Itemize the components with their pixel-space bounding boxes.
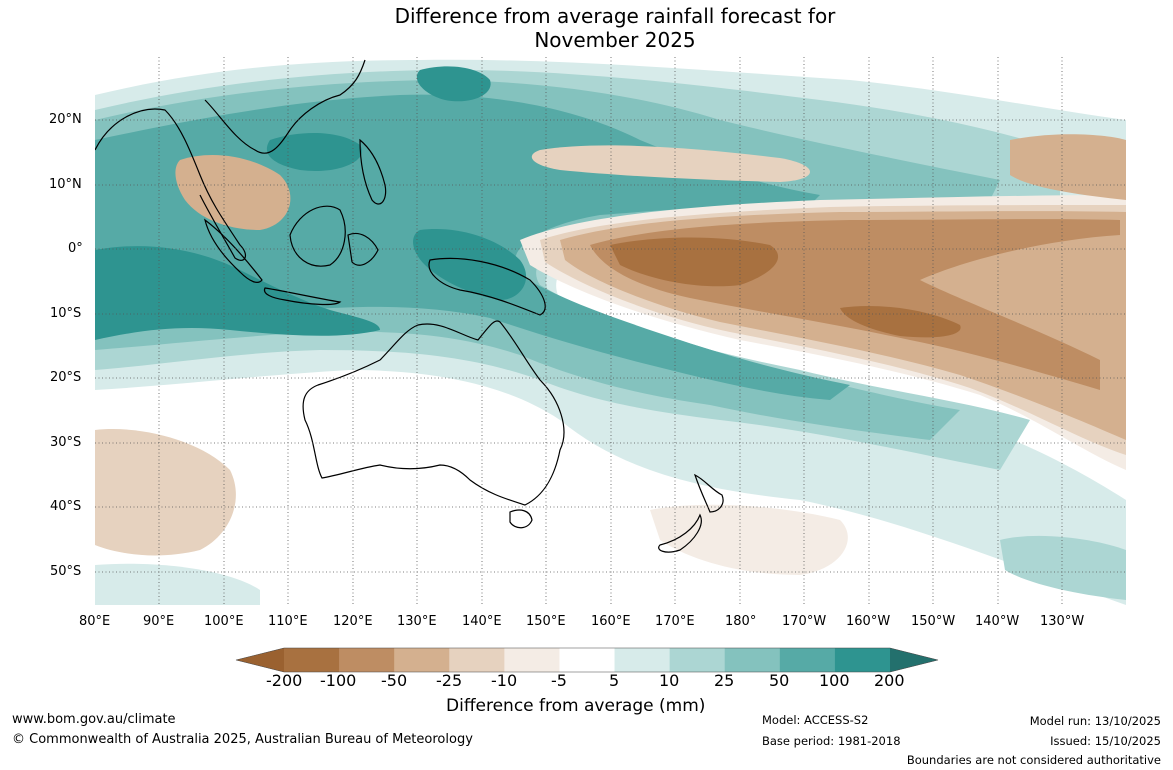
dry-patch-south: [650, 504, 848, 575]
copyright-text: © Commonwealth of Australia 2025, Austra…: [12, 732, 473, 747]
boundaries-disclaimer: Boundaries are not considered authoritat…: [906, 753, 1161, 767]
lon-label-110e: 110°E: [268, 614, 308, 629]
colorbar-tick-200: 200: [874, 671, 905, 690]
wet-patch-south: [1000, 535, 1126, 600]
dry-patch-indochina: [175, 155, 291, 230]
colorbar-tick-minus-50: -50: [381, 671, 408, 690]
colorbar-cell: [284, 648, 340, 672]
lat-label-50s: 50°S: [50, 564, 82, 579]
lat-label-10n: 10°N: [49, 177, 82, 192]
colorbar-cell: [669, 648, 726, 672]
lon-label-170e: 170°E: [655, 614, 695, 629]
asia-coastline: [95, 59, 366, 261]
java-coastline: [263, 287, 342, 306]
wet-region-core: [95, 246, 380, 340]
australia-coastline: [302, 320, 565, 506]
lon-label-140w: 140°W: [975, 614, 1020, 629]
lon-label-140e: 140°E: [462, 614, 502, 629]
lon-label-90e: 90°E: [143, 614, 175, 629]
new-zealand-south-coastline: [658, 513, 702, 553]
dry-patch-southwest: [95, 429, 236, 556]
dry-patch-north-east: [1010, 134, 1126, 200]
colorbar-arrow-right: [890, 648, 938, 672]
lon-label-120e: 120°E: [333, 614, 373, 629]
new-zealand-north-coastline: [693, 473, 724, 513]
lat-label-20n: 20°N: [49, 112, 82, 127]
lon-label-170w: 170°W: [782, 614, 827, 629]
wet-region-core-2: [266, 133, 362, 171]
wet-region-core-4: [416, 66, 491, 102]
colorbar-cells: [284, 648, 891, 672]
issued-date: Issued: 15/10/2025: [1050, 734, 1161, 748]
chart-title: Difference from average rainfall forecas…: [0, 4, 1173, 52]
colorbar-cell: [394, 648, 450, 672]
sulawesi-coastline: [347, 232, 379, 266]
colorbar-cell: [339, 648, 395, 672]
map-canvas: [95, 57, 1126, 605]
model-run-date: Model run: 13/10/2025: [1029, 714, 1161, 728]
colorbar-tick-25: 25: [714, 671, 735, 690]
lon-label-80e: 80°E: [79, 614, 111, 629]
lat-label-30s: 30°S: [50, 435, 82, 450]
lon-label-130w: 130°W: [1040, 614, 1085, 629]
lon-label-160e: 160°E: [591, 614, 631, 629]
colorbar-tick-10: 10: [659, 671, 680, 690]
colorbar-tick-minus-5: -5: [551, 671, 567, 690]
lat-label-10s: 10°S: [50, 306, 82, 321]
lat-label-0: 0°: [68, 241, 83, 256]
dry-patch-north-pacific: [531, 145, 810, 182]
title-line-2: November 2025: [534, 28, 696, 52]
colorbar-cell: [449, 648, 505, 672]
colorbar-cell: [504, 648, 560, 672]
borneo-coastline: [289, 205, 346, 267]
lon-label-150w: 150°W: [911, 614, 956, 629]
new-guinea-coastline: [428, 257, 546, 316]
lon-label-180: 180°: [725, 614, 757, 629]
lat-label-40s: 40°S: [50, 499, 82, 514]
colorbar: [235, 647, 939, 673]
dry-region-core: [610, 237, 779, 287]
colorbar-tick-minus-200: -200: [266, 671, 303, 690]
colorbar-cell: [614, 648, 671, 672]
colorbar-tick-50: 50: [769, 671, 790, 690]
sumatra-coastline: [204, 218, 263, 283]
lon-label-130e: 130°E: [397, 614, 437, 629]
wet-region-core-3: [413, 229, 527, 300]
tasmania-coastline: [509, 509, 533, 529]
colorbar-cell: [559, 648, 616, 672]
graticule: [95, 57, 1126, 605]
lon-label-160w: 160°W: [846, 614, 891, 629]
colorbar-outline: [235, 647, 939, 673]
title-line-1: Difference from average rainfall forecas…: [394, 4, 836, 28]
colorbar-arrow-left: [236, 648, 284, 672]
lon-label-150e: 150°E: [526, 614, 566, 629]
colorbar-title: Difference from average (mm): [446, 696, 706, 716]
colorbar-tick-100: 100: [819, 671, 850, 690]
base-period: Base period: 1981-2018: [762, 734, 901, 748]
colorbar-cell: [834, 648, 891, 672]
website-link[interactable]: www.bom.gov.au/climate: [12, 712, 176, 727]
philippines-coastline: [359, 138, 387, 205]
colorbar-tick-minus-100: -100: [320, 671, 357, 690]
wet-patch-southwest: [95, 563, 260, 605]
model-name: Model: ACCESS-S2: [762, 713, 869, 727]
colorbar-tick-minus-25: -25: [436, 671, 463, 690]
colorbar-tick-5: 5: [609, 671, 620, 690]
lon-label-100e: 100°E: [204, 614, 244, 629]
lat-label-20s: 20°S: [50, 370, 82, 385]
coastlines: [95, 59, 724, 553]
colorbar-tick-minus-10: -10: [491, 671, 518, 690]
colorbar-cell: [779, 648, 836, 672]
dry-region-core-2: [840, 305, 961, 338]
colorbar-cell: [724, 648, 781, 672]
